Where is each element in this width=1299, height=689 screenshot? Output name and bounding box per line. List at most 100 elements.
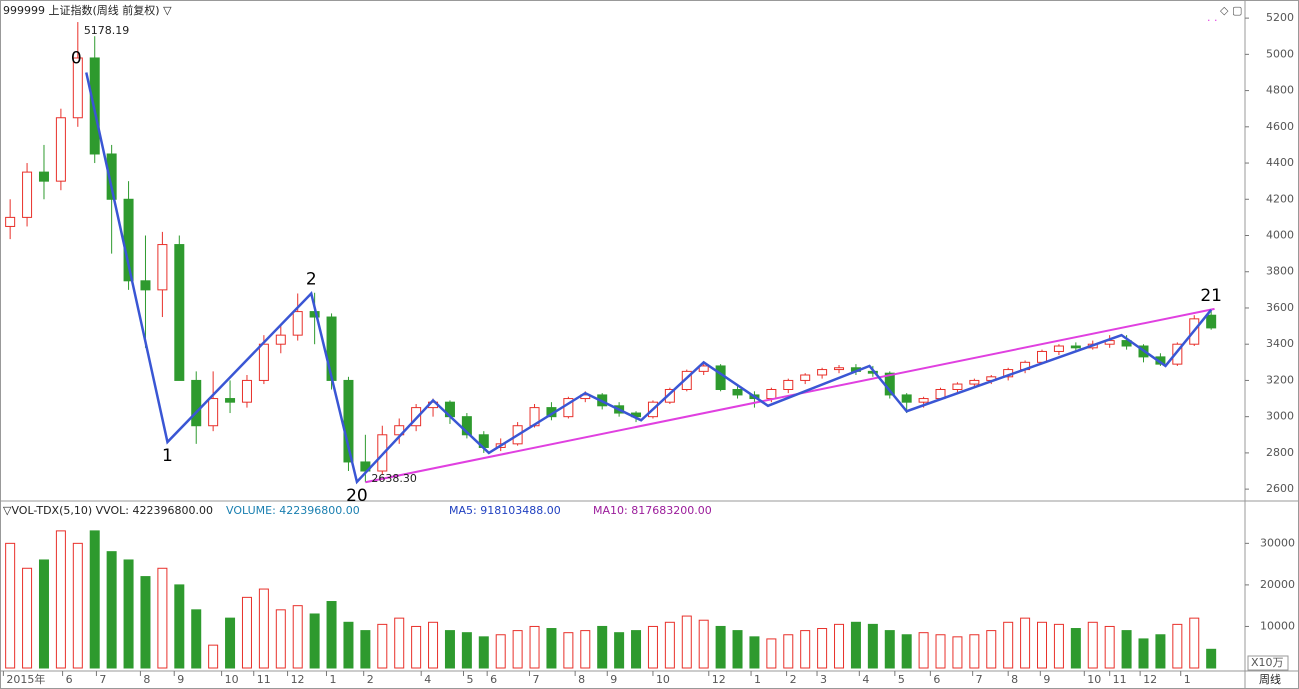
volume-bar <box>241 596 252 669</box>
candle-body <box>140 280 151 291</box>
volume-bar <box>411 625 422 669</box>
volume-bar <box>1121 630 1132 669</box>
candle-body <box>1070 345 1081 349</box>
unit-label: X10万 <box>1251 656 1284 669</box>
candle-body <box>22 171 33 218</box>
x-tick-label: 1 <box>754 673 761 686</box>
candle-body <box>732 388 743 396</box>
candle-body <box>664 388 675 403</box>
volume-bar <box>275 609 286 669</box>
x-tick-label: 12 <box>1143 673 1157 686</box>
x-tick-label: 12 <box>291 673 305 686</box>
volume-bar <box>55 530 66 669</box>
volume-bar <box>5 542 16 669</box>
volume-bar <box>1070 628 1081 669</box>
candle-body <box>38 171 49 182</box>
volume-bar <box>766 638 777 669</box>
volume-bar <box>394 617 405 669</box>
candle-body <box>106 153 117 200</box>
wave-label: 2 <box>306 269 317 289</box>
volume-bar <box>1189 617 1200 669</box>
volume-bar <box>343 621 354 669</box>
x-tick-label: 9 <box>610 673 617 686</box>
x-tick-label: 10 <box>225 673 239 686</box>
y-tick-label: 4600 <box>1266 120 1294 133</box>
volume-bar <box>1037 621 1048 669</box>
volume-bar <box>191 609 202 669</box>
candle-body <box>258 343 269 381</box>
volume-bar <box>1104 625 1115 669</box>
candle-body <box>834 367 845 371</box>
y-tick-label: 30000 <box>1260 536 1295 549</box>
y-tick-label: 3000 <box>1266 410 1294 423</box>
x-tick-label: 7 <box>976 673 983 686</box>
x-tick-label: 7 <box>99 673 106 686</box>
period-label[interactable]: 周线 <box>1259 672 1281 686</box>
candle-body <box>275 334 286 345</box>
wave-label: 20 <box>346 486 368 506</box>
volume-bar <box>800 630 811 669</box>
volume-bar <box>157 567 168 669</box>
candle-body <box>901 394 912 403</box>
volume-bar <box>461 632 472 669</box>
price-annotation: 5178.19 <box>84 24 130 37</box>
candle-body <box>72 57 83 119</box>
volume-bar <box>698 619 709 669</box>
volume-bar <box>681 615 692 669</box>
volume-legend: VOLUME: 422396800.00 <box>226 504 360 517</box>
volume-bar <box>123 559 134 669</box>
volume-bar <box>647 625 658 669</box>
volume-bar <box>38 559 49 669</box>
y-tick-label: 2600 <box>1266 482 1294 495</box>
y-tick-label: 5200 <box>1266 11 1294 24</box>
volume-bar <box>72 542 83 669</box>
volume-bar <box>106 551 117 669</box>
volume-bar <box>597 625 608 669</box>
candle-body <box>783 379 794 390</box>
volume-bar <box>749 636 760 669</box>
volume-bar <box>1206 648 1217 669</box>
candle-body <box>1053 345 1064 352</box>
chart-title: 999999 上证指数(周线 前复权) ▽ <box>3 3 172 17</box>
volume-bar <box>495 634 506 669</box>
volume-legend: MA10: 817683200.00 <box>593 504 712 517</box>
volume-bar <box>918 632 929 669</box>
volume-bar <box>1172 623 1183 669</box>
y-tick-label: 4800 <box>1266 84 1294 97</box>
volume-bar <box>901 634 912 669</box>
window-icons[interactable]: ◇ ▢ <box>1220 4 1242 17</box>
volume-bar <box>140 576 151 669</box>
volume-bar <box>580 630 591 669</box>
x-tick-label: 2 <box>790 673 797 686</box>
volume-bar <box>444 630 455 669</box>
candle-body <box>766 388 777 400</box>
volume-bar <box>817 628 828 669</box>
volume-bar <box>89 530 100 669</box>
x-tick-label: 6 <box>66 673 73 686</box>
candle-body <box>715 365 726 390</box>
volume-bar <box>225 617 236 669</box>
price-annotation: 2638.30 <box>371 472 417 485</box>
volume-bar <box>1020 617 1031 669</box>
volume-bar <box>1003 621 1014 669</box>
candle-body <box>225 398 236 403</box>
volume-bar <box>732 630 743 669</box>
y-tick-label: 4000 <box>1266 229 1294 242</box>
x-tick-label: 1 <box>1184 673 1191 686</box>
volume-bar <box>884 630 895 669</box>
volume-bar <box>834 623 845 669</box>
volume-bar <box>377 623 388 669</box>
x-tick-label: 8 <box>143 673 150 686</box>
candle-body <box>343 379 354 463</box>
volume-bar <box>529 625 540 669</box>
x-tick-label: 2015年 <box>6 672 45 686</box>
volume-bar <box>935 634 946 669</box>
volume-bar <box>478 636 489 669</box>
volume-bar <box>563 632 574 669</box>
candle-body <box>157 244 168 291</box>
volume-bar <box>1053 623 1064 669</box>
volume-bar <box>969 634 980 669</box>
x-tick-label: 12 <box>712 673 726 686</box>
y-tick-label: 5000 <box>1266 47 1294 60</box>
